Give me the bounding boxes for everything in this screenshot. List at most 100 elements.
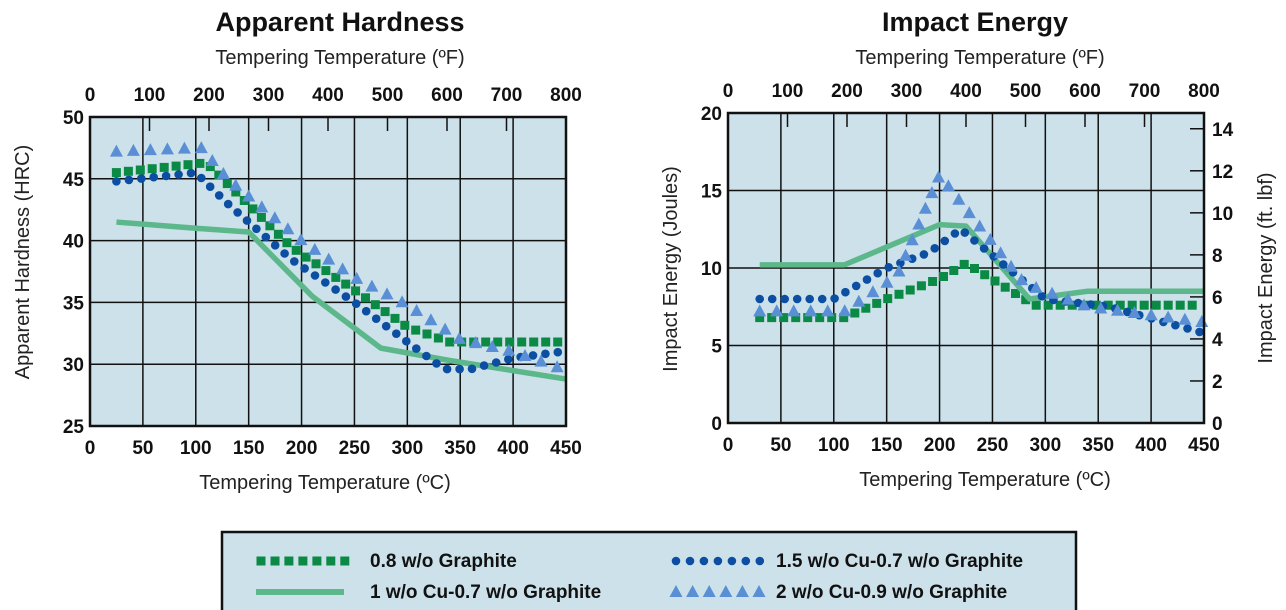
top-tick-label-800: 800 — [550, 85, 582, 106]
series-0-8-w-o-graphite-marker-23 — [1011, 289, 1020, 298]
series-1-5-w-o-cu-0-7-w-o-graphite-marker-12 — [896, 258, 905, 268]
series-0-8-w-o-graphite-marker-11 — [883, 294, 893, 304]
y2-tick-label-12: 12 — [1212, 162, 1233, 183]
series-0-8-w-o-graphite-marker-21 — [321, 266, 331, 276]
series-0-8-w-o-graphite-marker-2 — [779, 313, 789, 323]
series-1-5-w-o-cu-0-7-w-o-graphite-marker-34 — [467, 364, 477, 374]
series-2-w-o-cu-0-9-w-o-graphite-marker-23 — [438, 322, 452, 335]
series-2-w-o-cu-0-9-w-o-graphite-marker-31 — [1144, 308, 1158, 321]
series-0-8-w-o-graphite-marker-33 — [1127, 300, 1137, 310]
legend-swatch-2-w-o-cu-0-9-w-o-graphite-marker-3 — [719, 585, 733, 597]
series-2-w-o-cu-0-9-w-o-graphite-marker-17 — [350, 271, 364, 284]
top-tick-label-500: 500 — [372, 85, 404, 106]
impact-bottom-axis-label: Tempering Temperature (ºC) — [859, 469, 1110, 491]
y-tick-label-10: 10 — [701, 259, 722, 280]
x-tick-label-400: 400 — [1135, 435, 1167, 456]
series-0-8-w-o-graphite-marker-18 — [959, 259, 969, 269]
series-0-8-w-o-graphite-marker-17 — [949, 266, 959, 275]
legend-swatch-2-w-o-cu-0-9-w-o-graphite-marker-1 — [686, 585, 700, 597]
series-1-5-w-o-cu-0-7-w-o-graphite-marker-36 — [491, 358, 501, 367]
series-1-5-w-o-cu-0-7-w-o-graphite-marker-26 — [1037, 291, 1047, 301]
legend-swatch-2-w-o-cu-0-9-w-o-graphite — [669, 585, 766, 597]
series-2-w-o-cu-0-9-w-o-graphite-marker-18 — [365, 279, 379, 292]
series-1-5-w-o-cu-0-7-w-o-graphite-marker-1 — [124, 175, 134, 185]
series-0-8-w-o-graphite-marker-29 — [400, 320, 410, 330]
series-0-8-w-o-graphite-marker-21 — [990, 276, 1000, 286]
series-2-w-o-cu-0-9-w-o-graphite-marker-30 — [550, 360, 564, 373]
series-0-8-w-o-graphite-marker-4 — [159, 162, 169, 172]
series-2-w-o-cu-0-9-w-o-graphite-marker-25 — [1045, 286, 1059, 299]
x-tick-label-200: 200 — [924, 435, 956, 456]
series-0-8-w-o-graphite-marker-12 — [894, 289, 904, 299]
hardness-chart-title: Apparent Hardness — [215, 7, 464, 37]
series-1-5-w-o-cu-0-7-w-o-graphite-marker-1 — [767, 294, 777, 304]
series-2-w-o-cu-0-9-w-o-graphite-marker-5 — [838, 304, 852, 317]
series-0-8-w-o-graphite-marker-9 — [214, 170, 224, 180]
series-1-5-w-o-cu-0-7-w-o-graphite-marker-33 — [1123, 307, 1132, 317]
series-2-w-o-cu-0-9-w-o-graphite-marker-11 — [268, 211, 282, 224]
legend-label-2cu: 2 w/o Cu-0.9 w/o Graphite — [776, 582, 1007, 603]
top-tick-label-600: 600 — [431, 85, 463, 106]
series-2-w-o-cu-0-9-w-o-graphite-marker-8 — [229, 178, 243, 191]
series-0-8-w-o-graphite-marker-39 — [517, 337, 527, 347]
series-1-5-w-o-cu-0-7-w-o-graphite-marker-4 — [805, 294, 814, 304]
series-0-8-w-o-graphite-marker-18 — [291, 245, 301, 255]
series-0-8-w-o-graphite-marker-25 — [1031, 300, 1041, 310]
series-0-8-w-o-graphite-marker-27 — [380, 307, 390, 317]
series-2-w-o-cu-0-9-w-o-graphite-marker-4 — [821, 304, 835, 317]
impact-plot-frame — [726, 111, 1206, 425]
series-0-8-w-o-graphite-marker-9 — [861, 303, 871, 313]
series-1-5-w-o-cu-0-7-w-o-graphite-marker-26 — [381, 321, 391, 331]
series-2-w-o-cu-0-9-w-o-graphite-marker-19 — [380, 287, 394, 300]
series-2-w-o-cu-0-9-w-o-graphite-marker-20 — [983, 232, 997, 245]
series-1-5-w-o-cu-0-7-w-o-graphite-marker-41 — [553, 347, 563, 357]
x-tick-label-450: 450 — [550, 438, 582, 459]
series-0-8-w-o-graphite-marker-16 — [939, 272, 948, 281]
y-tick-label-20: 20 — [701, 104, 722, 125]
series-0-8-w-o-graphite-marker-38 — [505, 337, 515, 347]
top-tick-label-400: 400 — [312, 85, 344, 106]
series-0-8-w-o-graphite-marker-7 — [839, 313, 849, 323]
series-2-w-o-cu-0-9-w-o-graphite-marker-21 — [994, 246, 1008, 259]
series-1-5-w-o-cu-0-7-w-o-graphite-marker-15 — [930, 244, 939, 253]
series-2-w-o-cu-0-9-w-o-graphite-marker-28 — [1094, 301, 1108, 314]
y2-tick-label-6: 6 — [1212, 288, 1223, 309]
y-tick-label-30: 30 — [63, 355, 84, 376]
series-1-w-o-cu-0-7-w-o-graphite-line — [759, 221, 1204, 302]
series-2-w-o-cu-0-9-w-o-graphite-marker-30 — [1127, 306, 1141, 318]
series-0-8-w-o-graphite-marker-7 — [195, 158, 205, 168]
series-2-w-o-cu-0-9-w-o-graphite-marker-19 — [973, 219, 987, 232]
series-1-w-o-cu-0-7-w-o-graphite-line — [116, 219, 567, 382]
series-1-5-w-o-cu-0-7-w-o-graphite-marker-17 — [950, 229, 960, 238]
y-tick-label-45: 45 — [63, 170, 85, 191]
series-1-5-w-o-cu-0-7-w-o-graphite-marker-27 — [392, 329, 401, 339]
series-0-8-w-o-graphite-marker-37 — [493, 337, 503, 347]
series-0-8-w-o-graphite-marker-6 — [183, 160, 193, 170]
series-0-8-w-o-graphite-marker-15 — [928, 277, 938, 286]
top-tick-label-0: 0 — [723, 81, 734, 102]
legend-swatch-1-5-w-o-cu-0-7-w-o-graphite-marker-6 — [755, 556, 765, 566]
legend-swatch-2-w-o-cu-0-9-w-o-graphite-marker-4 — [735, 585, 749, 597]
legend-swatch-0-8-w-o-graphite-marker-1 — [270, 556, 280, 566]
impact-top-axis-label: Tempering Temperature (ºF) — [855, 47, 1104, 69]
series-0-8-w-o-graphite-marker-32 — [433, 333, 443, 343]
legend-label-1-5cu: 1.5 w/o Cu-0.7 w/o Graphite — [776, 551, 1023, 572]
legend-swatch-1-5-w-o-cu-0-7-w-o-graphite-marker-3 — [713, 556, 723, 566]
series-2-w-o-cu-0-9-w-o-graphite-marker-24 — [452, 331, 466, 344]
series-2-w-o-cu-0-9-w-o-graphite-marker-13 — [918, 201, 932, 214]
series-1-5-w-o-cu-0-7-w-o-graphite-marker-21 — [331, 285, 340, 294]
series-1-5-w-o-cu-0-7-w-o-graphite-marker-6 — [186, 168, 196, 178]
impact-grid — [728, 113, 1204, 424]
series-0-8-w-o-graphite-marker-19 — [301, 252, 311, 262]
legend-swatch-0-8-w-o-graphite-marker-3 — [298, 556, 308, 566]
series-0-8-w-o-graphite-marker-8 — [850, 308, 860, 318]
series-2-w-o-cu-0-9-w-o-graphite-marker-10 — [899, 248, 913, 261]
series-1-5-w-o-cu-0-7-w-o-graphite-marker-14 — [261, 232, 271, 242]
top-tick-label-700: 700 — [1129, 81, 1161, 102]
series-2-w-o-cu-0-9-w-o-graphite-marker-20 — [395, 295, 409, 308]
series-1-5-w-o-cu-0-7-w-o-graphite — [112, 168, 563, 374]
series-0-8-w-o-graphite-marker-26 — [370, 300, 380, 310]
series-2-w-o-cu-0-9-w-o-graphite-marker-6 — [852, 294, 866, 307]
series-1-5-w-o-cu-0-7-w-o-graphite-marker-20 — [979, 244, 989, 253]
